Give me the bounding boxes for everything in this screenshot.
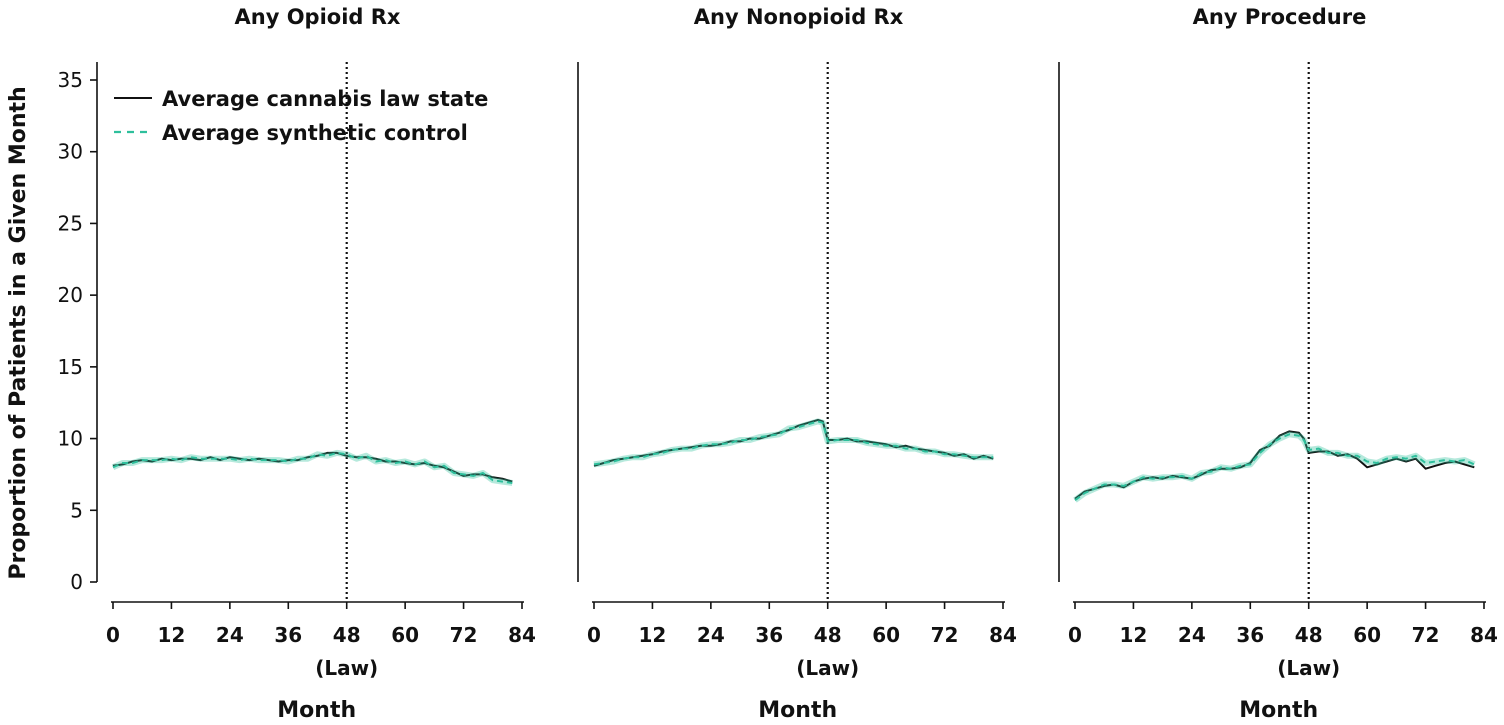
x-tick-label: 60: [391, 623, 419, 647]
x-axis-title: Month: [1239, 698, 1318, 723]
y-tick-label: 20: [58, 283, 83, 307]
legend-entry: Average synthetic control: [162, 121, 468, 145]
x-tick-label: 24: [216, 623, 244, 647]
x-tick-label: 12: [158, 623, 186, 647]
x-tick-label: 72: [1412, 623, 1440, 647]
x-tick-label: 36: [755, 623, 783, 647]
panel-title: Any Opioid Rx: [235, 5, 401, 29]
x-tick-label: 84: [508, 623, 536, 647]
x-axis-title: Month: [277, 698, 356, 723]
y-tick-label: 15: [58, 355, 83, 379]
chart-panels: Any Opioid Rx 0 5 10 15 20 25 30 35 0 12 24 36 48 60 72…: [58, 5, 1498, 723]
law-label: (Law): [315, 656, 378, 680]
y-tick-label: 10: [58, 427, 83, 451]
y-tick-label: 30: [58, 140, 83, 164]
x-tick-label: 36: [274, 623, 302, 647]
y-tick-label: 35: [58, 68, 83, 92]
y-tick-label: 5: [70, 498, 83, 522]
y-axis-title: Proportion of Patients in a Given Month: [6, 86, 31, 579]
x-tick-label: 84: [1470, 623, 1498, 647]
x-axis-title: Month: [758, 698, 837, 723]
x-tick-label: 0: [1068, 623, 1082, 647]
series-line-synthetic-control: [1074, 433, 1475, 502]
x-tick-label: 60: [872, 623, 900, 647]
y-tick-label: 0: [70, 570, 83, 594]
x-tick-label: 72: [450, 623, 478, 647]
chart-panel-3: Any Procedure 0 12 24 36 48 60 72 84 (Law) Month: [1058, 5, 1498, 723]
law-label: (Law): [796, 656, 859, 680]
series-band-synthetic-control: [1073, 431, 1476, 503]
series-line-synthetic-control: [112, 451, 513, 484]
x-tick-label: 60: [1353, 623, 1381, 647]
x-tick-label: 36: [1236, 623, 1264, 647]
legend-entry: Average cannabis law state: [162, 87, 488, 111]
x-tick-label: 0: [106, 623, 120, 647]
x-tick-label: 12: [639, 623, 667, 647]
x-tick-label: 84: [989, 623, 1017, 647]
chart-panel-1: Any Opioid Rx 0 5 10 15 20 25 30 35 0 12 24 36 48 60 72…: [58, 5, 536, 723]
chart-panel-2: Any Nonopioid Rx 0 12 24 36 48 60 72 84 (Law) Mont…: [577, 5, 1017, 723]
panel-title: Any Procedure: [1193, 5, 1367, 29]
x-tick-label: 24: [697, 623, 725, 647]
panel-title: Any Nonopioid Rx: [694, 5, 904, 29]
law-label: (Law): [1277, 656, 1340, 680]
y-tick-label: 25: [58, 211, 83, 235]
x-tick-label: 24: [1178, 623, 1206, 647]
x-tick-label: 12: [1120, 623, 1148, 647]
series-line-synthetic-control: [593, 420, 994, 466]
x-tick-label: 48: [1295, 623, 1323, 647]
series-line-cannabis-law-state: [593, 418, 994, 467]
series-line-cannabis-law-state: [1074, 430, 1475, 500]
x-tick-label: 48: [814, 623, 842, 647]
x-tick-label: 0: [587, 623, 601, 647]
x-tick-label: 48: [333, 623, 361, 647]
x-tick-label: 72: [931, 623, 959, 647]
